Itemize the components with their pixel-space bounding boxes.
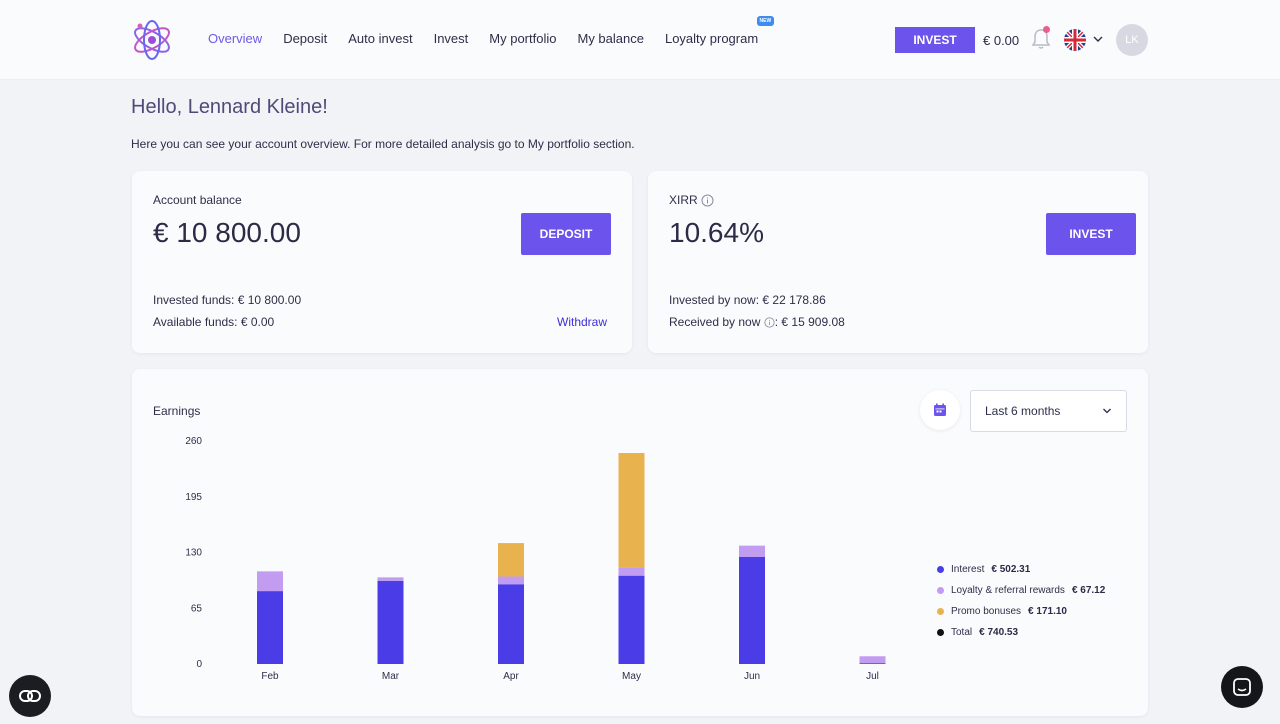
nav-deposit[interactable]: Deposit <box>283 31 327 46</box>
bar-jul-loyalty-referral-rewards[interactable] <box>859 656 886 664</box>
deposit-button[interactable]: DEPOSIT <box>521 213 611 255</box>
bar-may-loyalty-referral-rewards[interactable] <box>618 567 645 576</box>
x-tick-label: Jul <box>866 671 879 682</box>
legend-value: € 67.12 <box>1071 585 1106 596</box>
xirr-label: XIRR <box>669 193 698 207</box>
x-tick-label: Jun <box>744 671 760 682</box>
chat-button[interactable] <box>1221 666 1263 708</box>
nav-loyalty-program[interactable]: Loyalty program NEW <box>664 16 775 46</box>
nav-overview[interactable]: Overview <box>208 31 262 46</box>
bar-apr-interest[interactable] <box>498 584 524 664</box>
bar-may-promo-bonuses[interactable] <box>618 453 645 568</box>
new-badge: NEW <box>756 16 775 26</box>
main-nav: Overview Deposit Auto invest Invest My p… <box>208 16 779 46</box>
invested-funds: Invested funds: € 10 800.00 <box>153 293 302 307</box>
bar-jun-interest[interactable] <box>739 556 765 664</box>
avatar[interactable]: LK <box>1116 24 1148 56</box>
account-balance-value: € 10 800.00 <box>153 217 301 248</box>
y-tick-label: 195 <box>185 492 202 503</box>
xirr-value: 10.64% <box>669 217 764 248</box>
page-subtitle: Here you can see your account overview. … <box>131 137 635 151</box>
legend-dot <box>937 566 944 573</box>
nav-my-portfolio[interactable]: My portfolio <box>489 31 556 46</box>
legend-name: Promo bonuses <box>951 606 1022 617</box>
logo-atom-icon[interactable] <box>130 18 174 62</box>
nav-invest[interactable]: Invest <box>434 31 469 46</box>
available-funds: Available funds: € 0.00 <box>153 315 275 329</box>
top-navigation-bar: Overview Deposit Auto invest Invest My p… <box>0 0 1280 80</box>
nav-deposit-label: Deposit <box>283 31 328 46</box>
account-balance-label: Account balance <box>153 193 242 207</box>
bar-apr-loyalty-referral-rewards[interactable] <box>498 576 524 585</box>
nav-overview-label: Overview <box>208 31 263 46</box>
received-by-now-value: : € 15 909.08 <box>774 315 845 329</box>
info-icon[interactable] <box>701 194 714 207</box>
y-tick-label: 130 <box>185 548 202 559</box>
legend-dot <box>937 629 944 636</box>
nav-invest-label: Invest <box>433 31 469 46</box>
chevron-down-icon[interactable] <box>1093 34 1103 44</box>
infinity-icon <box>19 690 41 702</box>
legend-item: Total € 740.53 <box>937 622 1105 643</box>
calendar-button[interactable] <box>920 390 960 430</box>
bar-mar-interest[interactable] <box>377 580 404 664</box>
bar-apr-promo-bonuses[interactable] <box>498 543 524 577</box>
received-by-now-label: Received by now <box>669 315 761 329</box>
info-icon[interactable] <box>764 317 775 328</box>
accessibility-button[interactable] <box>9 675 51 717</box>
earnings-title: Earnings <box>153 404 201 418</box>
bar-jun-loyalty-referral-rewards[interactable] <box>739 545 765 557</box>
x-tick-label: Feb <box>261 671 279 682</box>
legend-item: Interest € 502.31 <box>937 559 1105 580</box>
account-balance-card: Account balance € 10 800.00 DEPOSIT Inve… <box>132 171 632 353</box>
nav-my-balance[interactable]: My balance <box>577 31 643 46</box>
x-tick-label: Mar <box>382 671 400 682</box>
avatar-initials: LK <box>1125 34 1139 46</box>
legend-dot <box>937 587 944 594</box>
chevron-down-icon <box>1103 408 1111 414</box>
bar-feb-loyalty-referral-rewards[interactable] <box>257 571 283 592</box>
earnings-card: Earnings Last 6 months 0 65 130 195 260 Feb Ma… <box>132 369 1148 716</box>
legend-dot <box>937 608 944 615</box>
earnings-chart: 0 65 130 195 260 Feb Mar Apr May Jun Jul <box>185 436 886 682</box>
x-tick-label: Apr <box>503 671 519 682</box>
top-invest-button[interactable]: INVEST <box>895 27 975 53</box>
y-tick-label: 65 <box>191 603 203 614</box>
nav-my-portfolio-label: My portfolio <box>489 31 557 46</box>
bar-feb-interest[interactable] <box>257 591 283 664</box>
legend-value: € 740.53 <box>979 627 1019 638</box>
nav-auto-invest[interactable]: Auto invest <box>348 31 412 46</box>
legend-value: € 502.31 <box>991 564 1031 575</box>
invest-button[interactable]: INVEST <box>1046 213 1136 255</box>
period-select-value: Last 6 months <box>985 404 1061 418</box>
bar-mar-loyalty-referral-rewards[interactable] <box>377 577 404 581</box>
top-balance: € 0.00 <box>983 33 1020 48</box>
received-by-now: Received by now : € 15 909.08 <box>669 315 845 329</box>
page-title: Hello, Lennard Kleine! <box>131 96 328 118</box>
calendar-icon <box>934 403 946 416</box>
legend-name: Interest <box>951 564 985 575</box>
chat-icon <box>1233 678 1251 696</box>
y-tick-label: 0 <box>196 659 202 670</box>
nav-auto-invest-label: Auto invest <box>348 31 413 46</box>
uk-flag-icon[interactable] <box>1064 29 1086 51</box>
legend-value: € 171.10 <box>1028 606 1067 617</box>
notification-dot <box>1043 26 1050 33</box>
y-tick-label: 260 <box>185 436 202 447</box>
legend-name: Loyalty & referral rewards <box>951 585 1065 596</box>
x-tick-label: May <box>622 671 641 682</box>
bar-jul-interest[interactable] <box>859 663 886 664</box>
legend-name: Total <box>951 627 973 638</box>
legend-item: Loyalty & referral rewards € 67.12 <box>937 580 1105 601</box>
invested-by-now: Invested by now: € 22 178.86 <box>669 293 826 307</box>
period-select[interactable]: Last 6 months <box>970 390 1127 432</box>
xirr-card: XIRR 10.64% INVEST Invested by now: € 22… <box>648 171 1148 353</box>
xirr-label-row: XIRR <box>669 193 714 207</box>
chart-legend: Interest € 502.31 Loyalty & referral rewar… <box>937 559 1105 643</box>
nav-my-balance-label: My balance <box>577 31 644 46</box>
nav-loyalty-program-label: Loyalty program <box>664 31 759 46</box>
bar-may-interest[interactable] <box>618 575 645 664</box>
legend-item: Promo bonuses € 171.10 <box>937 601 1105 622</box>
withdraw-link[interactable]: Withdraw <box>557 315 608 329</box>
